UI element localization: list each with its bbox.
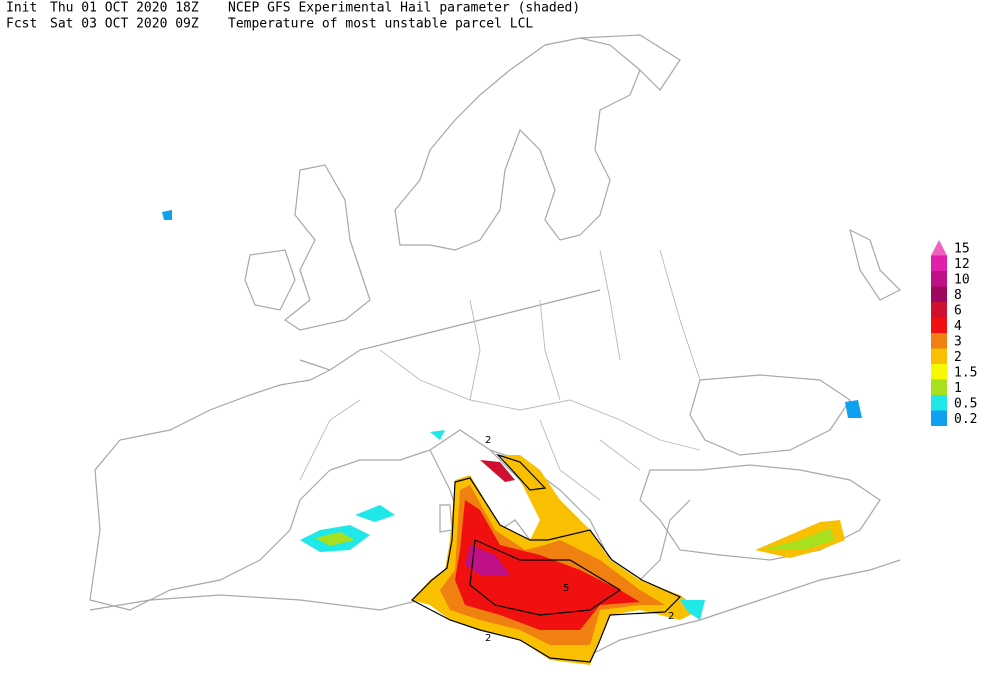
legend-swatch (931, 286, 947, 302)
legend-swatch (931, 302, 947, 318)
hail-area (520, 455, 580, 530)
contour-labels: 2 5 2 2 (485, 435, 674, 644)
legend-label: 15 (954, 241, 970, 256)
legend-swatch (931, 348, 947, 364)
hail-area (162, 210, 172, 220)
hail-area (455, 500, 640, 630)
hail-area (315, 532, 355, 546)
legend-label: 4 (954, 319, 962, 334)
borders (299, 249, 701, 501)
legend-swatch (931, 364, 947, 380)
legend-label: 3 (954, 334, 962, 349)
hail-area (465, 545, 510, 575)
hail-area (680, 600, 705, 620)
legend-swatch (931, 379, 947, 395)
legend-swatch (931, 255, 947, 271)
contour-label: 2 (485, 633, 491, 644)
init-label: Init (6, 1, 37, 16)
hail-area (480, 460, 515, 482)
contour-label: 2 (485, 435, 491, 446)
legend-label: 1 (954, 381, 962, 396)
hail-area (430, 430, 445, 440)
shaded-title: NCEP GFS Experimental Hail parameter (sh… (228, 1, 580, 16)
legend-swatch (931, 333, 947, 349)
contour-title: Temperature of most unstable parcel LCL (228, 17, 533, 32)
contour-label: 2 (668, 611, 674, 622)
legend-swatch (931, 240, 947, 256)
legend-label: 6 (954, 303, 962, 318)
fcst-label: Fcst (6, 17, 37, 32)
hail-area (760, 528, 835, 550)
contour-label: 5 (563, 583, 569, 594)
legend-label: 0.2 (954, 412, 977, 427)
legend-label: 8 (954, 288, 962, 303)
legend-swatch (931, 271, 947, 287)
legend-label: 10 (954, 272, 970, 287)
legend-label: 0.5 (954, 396, 977, 411)
legend-label: 2 (954, 350, 962, 365)
init-time: Thu 01 OCT 2020 18Z (50, 1, 199, 16)
legend-swatch (931, 317, 947, 333)
fcst-time: Sat 03 OCT 2020 09Z (50, 17, 199, 32)
legend-swatch (931, 395, 947, 411)
hail-area (355, 505, 395, 522)
contours (410, 453, 682, 663)
legend-label: 1.5 (954, 365, 977, 380)
hail-shading (162, 210, 862, 665)
hail-area (845, 400, 862, 418)
legend-swatch (931, 410, 947, 426)
legend-label: 12 (954, 257, 970, 272)
